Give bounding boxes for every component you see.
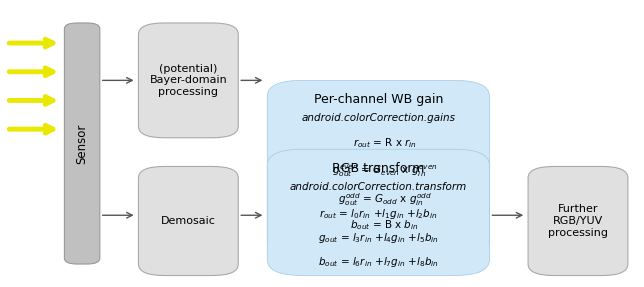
FancyBboxPatch shape [267, 149, 489, 276]
Text: Further
RGB/YUV
processing: Further RGB/YUV processing [548, 204, 608, 238]
Text: Sensor: Sensor [75, 123, 89, 164]
Text: $b_{out}$ = $l_6 r_{in}$ +$l_7 g_{in}$ +$l_8 b_{in}$: $b_{out}$ = $l_6 r_{in}$ +$l_7 g_{in}$ +… [318, 255, 439, 269]
FancyBboxPatch shape [138, 166, 238, 276]
Text: $r_{out}$ = $l_0 r_{in}$ +$l_1 g_{in}$ +$l_2 b_{in}$: $r_{out}$ = $l_0 r_{in}$ +$l_1 g_{in}$ +… [319, 207, 438, 221]
FancyBboxPatch shape [64, 23, 100, 264]
Text: Demosaic: Demosaic [161, 216, 216, 226]
Text: RGB transform: RGB transform [332, 162, 424, 175]
Text: $g^{odd}_{out}$ = $G_{odd}$ x $g^{odd}_{in}$: $g^{odd}_{out}$ = $G_{odd}$ x $g^{odd}_{… [338, 191, 431, 208]
Text: $g^{even}_{out}$ = $G_{even}$ x $g^{even}_{in}$: $g^{even}_{out}$ = $G_{even}$ x $g^{even… [332, 164, 438, 179]
FancyBboxPatch shape [138, 23, 238, 138]
Text: android.colorCorrection.transform: android.colorCorrection.transform [290, 182, 467, 192]
Text: $b_{out}$ = B x $b_{in}$: $b_{out}$ = B x $b_{in}$ [350, 218, 419, 232]
Text: Per-channel WB gain: Per-channel WB gain [314, 93, 443, 106]
Text: $g_{out}$ = $l_3 r_{in}$ +$l_4 g_{in}$ +$l_5 b_{in}$: $g_{out}$ = $l_3 r_{in}$ +$l_4 g_{in}$ +… [318, 231, 439, 245]
Text: android.colorCorrection.gains: android.colorCorrection.gains [301, 113, 455, 123]
Text: (potential)
Bayer-domain
processing: (potential) Bayer-domain processing [149, 64, 227, 97]
FancyBboxPatch shape [267, 80, 489, 258]
Text: $r_{out}$ = R x $r_{in}$: $r_{out}$ = R x $r_{in}$ [353, 136, 417, 150]
FancyBboxPatch shape [528, 166, 628, 276]
